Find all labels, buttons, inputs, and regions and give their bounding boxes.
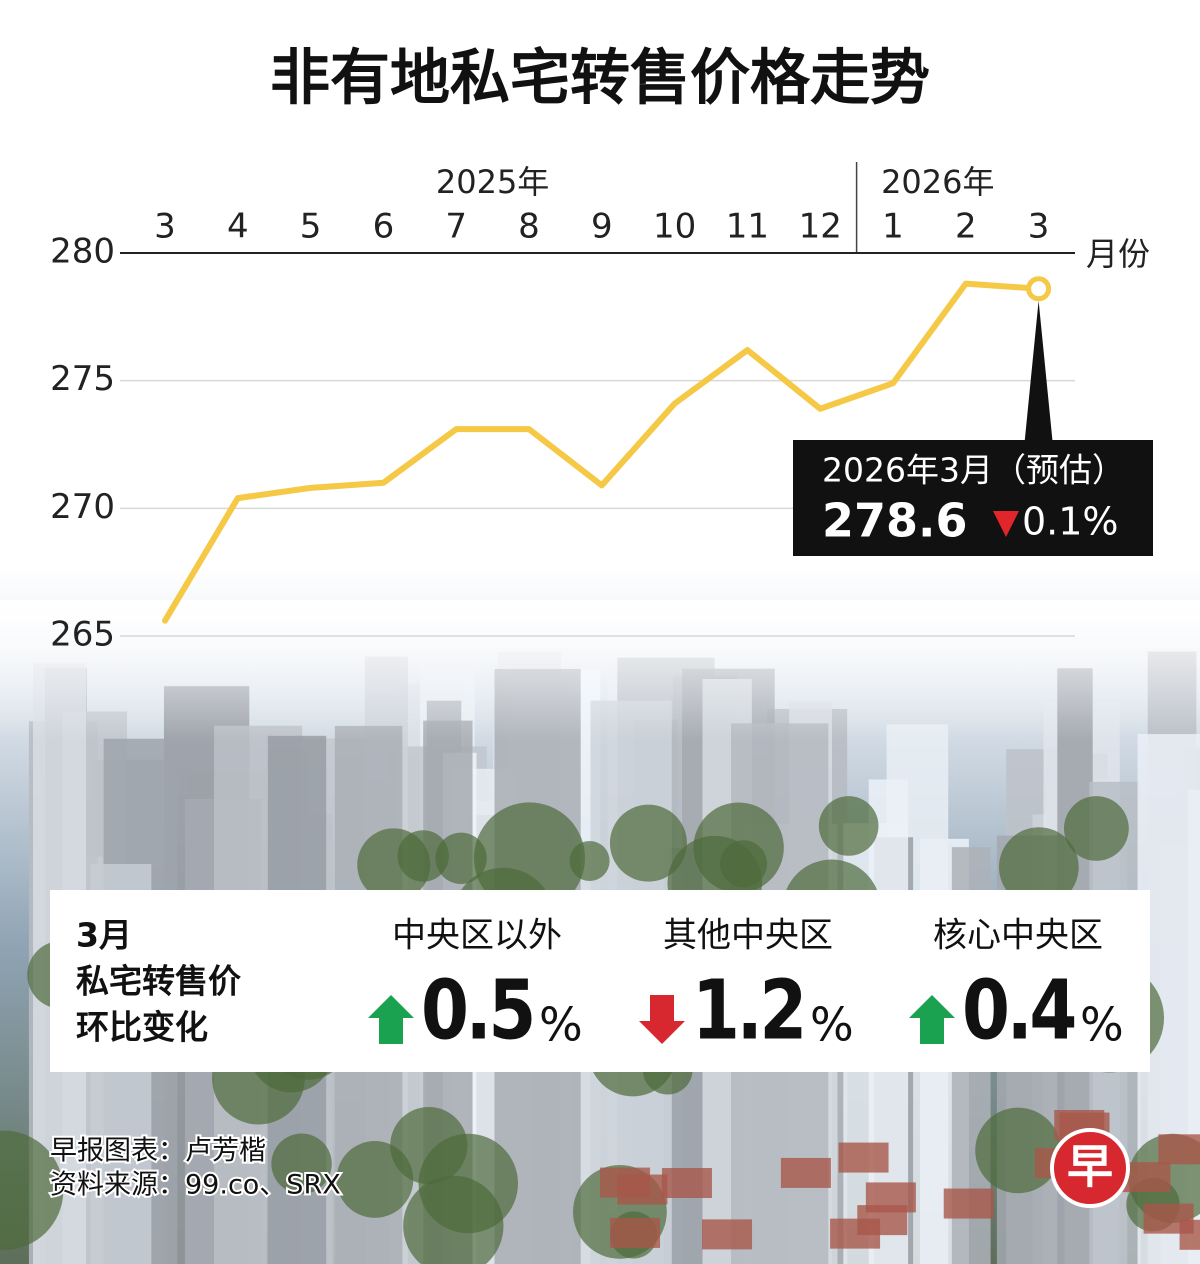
x-tick-label: 8 xyxy=(518,207,540,247)
house xyxy=(1158,1134,1200,1165)
tree xyxy=(271,1133,332,1195)
tree xyxy=(390,1106,468,1185)
credit: 资料来源：99.co、SRX xyxy=(50,1170,341,1201)
change-arrow xyxy=(639,995,685,1044)
region-unit: % xyxy=(810,998,854,1052)
x-tick-label: 2 xyxy=(955,207,977,247)
region-unit: % xyxy=(539,998,583,1052)
panel-box xyxy=(50,890,1150,1072)
y-tick-label: 265 xyxy=(50,615,115,655)
logo: 早 xyxy=(1067,1140,1113,1194)
house xyxy=(943,1188,994,1219)
tree xyxy=(609,804,687,882)
panel-heading: 3月 xyxy=(76,916,132,955)
y-tick-label: 270 xyxy=(50,487,115,527)
house xyxy=(610,1217,661,1248)
callout-value: 278.6 xyxy=(822,494,968,548)
tree xyxy=(403,1175,504,1264)
panel-heading: 私宅转售价 xyxy=(76,962,241,1001)
x-tick-label: 11 xyxy=(726,207,769,247)
tree xyxy=(0,1130,64,1251)
tree xyxy=(569,840,610,881)
tree xyxy=(818,796,879,856)
house xyxy=(702,1219,753,1250)
house xyxy=(1143,1203,1194,1234)
x-tick-label: 10 xyxy=(653,207,696,247)
house xyxy=(830,1218,881,1249)
callout-title: 2026年3月（预估） xyxy=(822,451,1125,490)
x-tick-label: 6 xyxy=(373,207,395,247)
x-tick-label: 12 xyxy=(799,207,842,247)
region-name: 其他中央区 xyxy=(663,916,833,956)
haze xyxy=(0,600,1200,740)
last-point xyxy=(1026,276,1052,302)
x-tick-label: 1 xyxy=(882,207,904,247)
line xyxy=(162,280,1042,624)
tree xyxy=(357,828,431,902)
chart: 非有地私宅转售价格走势 265 270 275 280 2025年 2026年 3 4 5 6 7 8… xyxy=(50,44,1153,655)
region-name: 核心中央区 xyxy=(933,916,1103,956)
change-arrow xyxy=(909,995,955,1044)
panel-heading: 环比变化 xyxy=(76,1008,208,1047)
x-tick-label: 5 xyxy=(300,207,322,247)
region-unit: % xyxy=(1080,998,1124,1052)
change-triangle xyxy=(993,511,1019,537)
house xyxy=(661,1168,712,1199)
tree xyxy=(435,832,487,884)
region-change: 0.4 xyxy=(962,963,1075,1058)
x-group-label: 2025年 xyxy=(436,163,549,201)
x-group-label: 2026年 xyxy=(881,163,994,201)
region-change: 0.5 xyxy=(421,963,533,1058)
tree xyxy=(1063,796,1129,861)
logo-badge xyxy=(1050,1128,1130,1208)
region-change: 1.2 xyxy=(692,963,804,1058)
x-tick-label: 4 xyxy=(227,207,249,247)
region-name: 中央区以外 xyxy=(392,916,562,956)
callout-box xyxy=(793,440,1153,556)
change-arrow xyxy=(368,995,414,1044)
house xyxy=(780,1157,831,1188)
callout-pointer xyxy=(1024,300,1053,442)
x-tick-label: 3 xyxy=(154,207,176,247)
y-tick-label: 275 xyxy=(50,359,115,399)
house xyxy=(617,1174,668,1205)
x-tick-label: 7 xyxy=(445,207,467,247)
x-tick-label: 3 xyxy=(1028,207,1050,247)
y-tick-label: 280 xyxy=(50,232,115,272)
x-axis-label: 月份 xyxy=(1086,235,1150,273)
chart-title: 非有地私宅转售价格走势 xyxy=(270,44,930,114)
house xyxy=(838,1142,889,1173)
x-tick-label: 9 xyxy=(591,207,613,247)
callout-change: 0.1% xyxy=(1022,500,1119,544)
credit: 早报图表：卢芳楷 xyxy=(50,1136,266,1167)
tree xyxy=(998,827,1079,907)
